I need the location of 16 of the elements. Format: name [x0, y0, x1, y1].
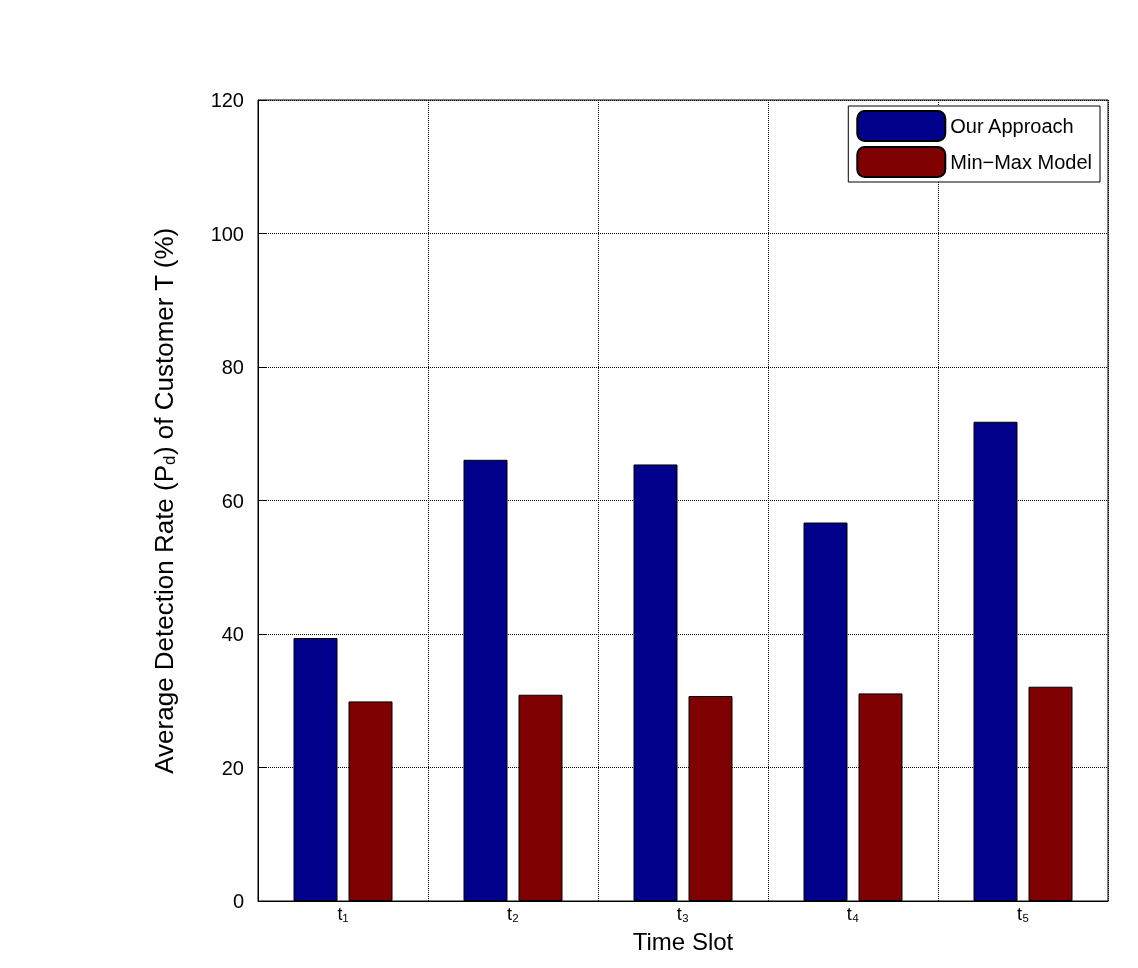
y-tick-label: 100	[210, 222, 244, 245]
legend-label: Min−Max Model	[950, 151, 1092, 173]
y-tick-label: 80	[221, 356, 244, 378]
x-tick-label: t₄	[846, 904, 860, 924]
y-tick-label: 120	[210, 89, 244, 111]
y-tick-label: 40	[221, 623, 244, 645]
legend-label: Our Approach	[950, 115, 1074, 137]
x-tick-label: t₂	[507, 904, 519, 924]
y-tick-label: 60	[221, 489, 244, 512]
x-tick-label: t₃	[676, 904, 690, 924]
x-tick-label: t₅	[1016, 904, 1030, 924]
y-tick-label: 0	[232, 890, 244, 912]
x-tick-label: t₁	[337, 904, 349, 924]
x-axis-title: Time Slot	[632, 927, 734, 955]
y-axis-title: Average Detection Rate (Pd) of Customer T (%)	[148, 227, 179, 774]
y-tick-label: 20	[221, 756, 244, 779]
